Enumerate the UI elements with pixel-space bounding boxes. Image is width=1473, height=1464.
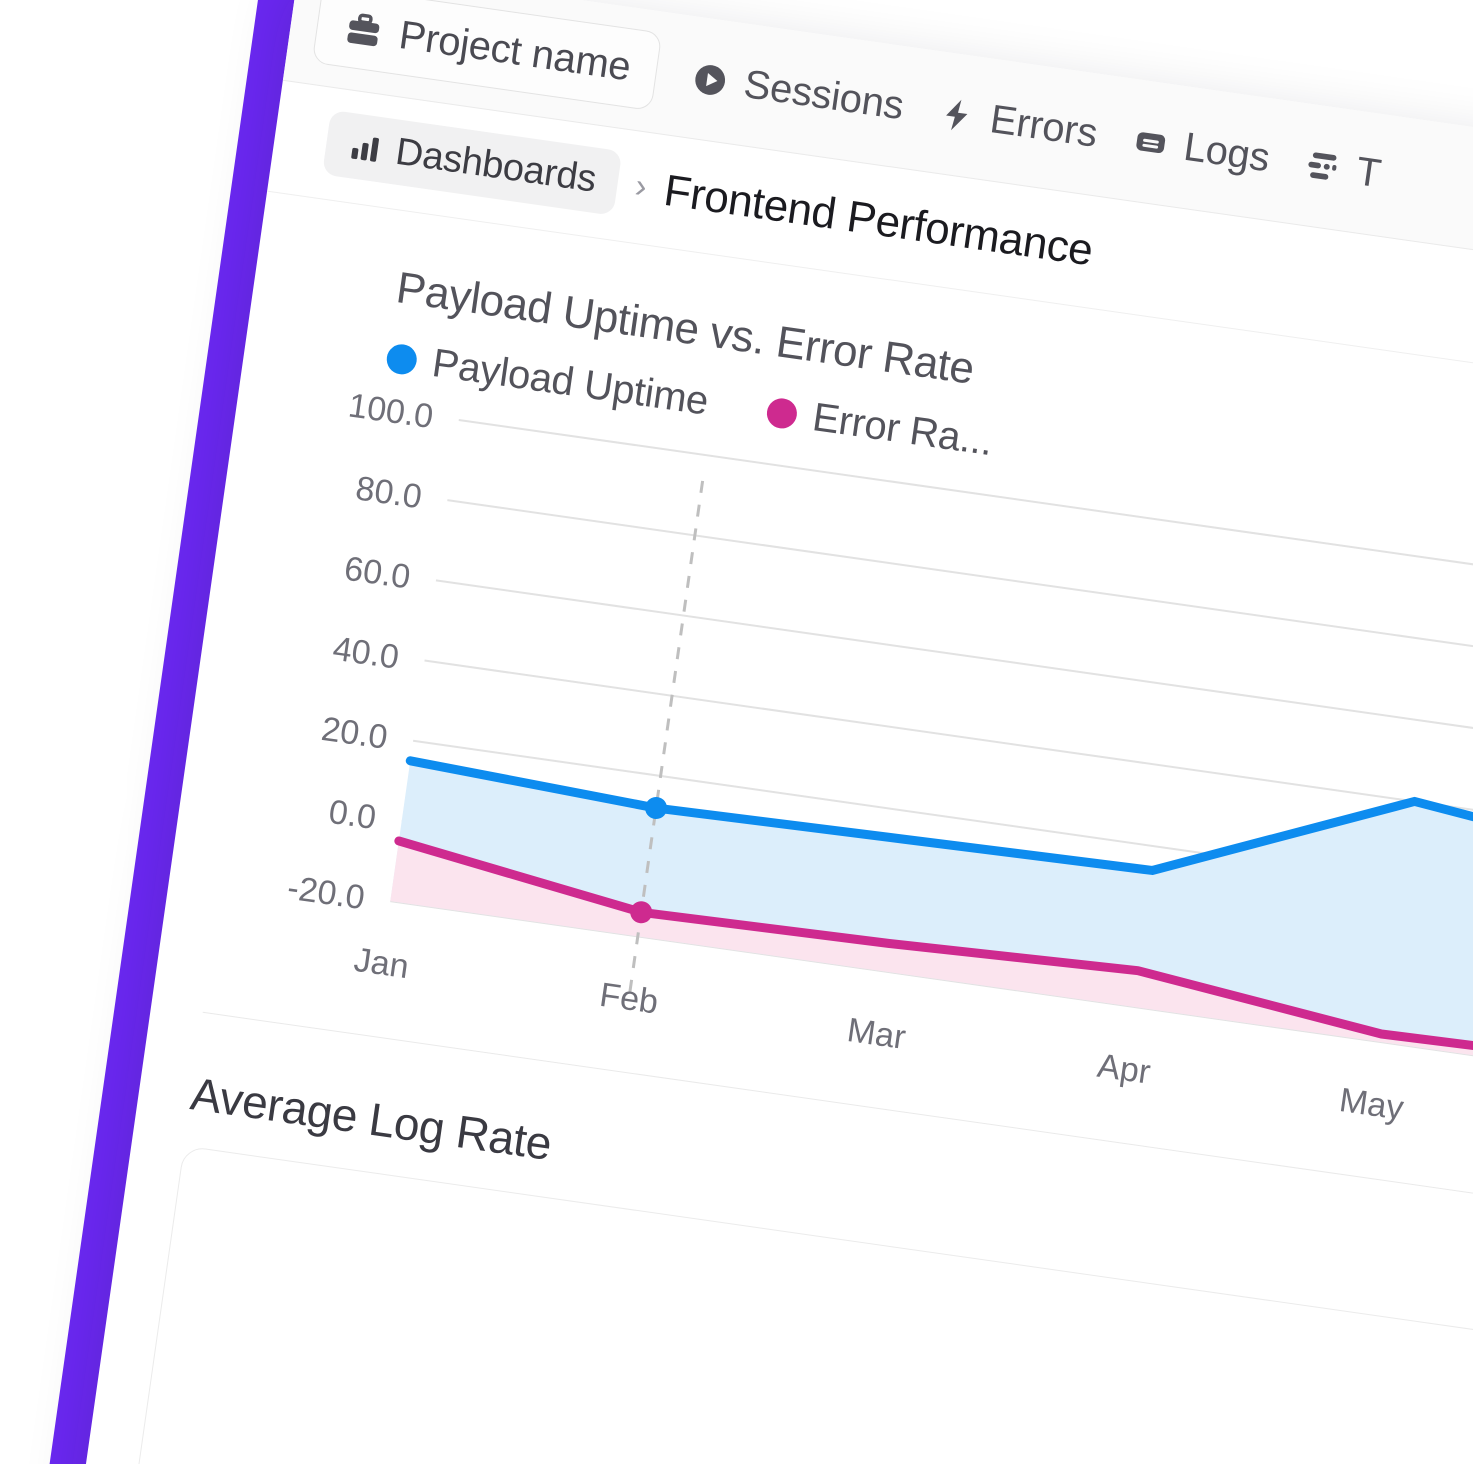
play-circle-icon bbox=[688, 57, 733, 102]
breadcrumb-separator: › bbox=[632, 166, 650, 206]
nav-item-errors[interactable]: Errors bbox=[934, 89, 1100, 156]
lightning-bolt-icon bbox=[934, 92, 979, 137]
top-navigation-bar: Project name Sessions bbox=[282, 0, 1473, 295]
nav-item-traces[interactable]: T bbox=[1300, 142, 1384, 198]
svg-text:40.0: 40.0 bbox=[330, 630, 401, 677]
svg-text:May: May bbox=[1337, 1081, 1406, 1128]
svg-text:60.0: 60.0 bbox=[342, 550, 413, 597]
briefcase-icon bbox=[341, 8, 386, 53]
bar-chart-icon bbox=[346, 128, 384, 166]
svg-text:80.0: 80.0 bbox=[353, 469, 424, 516]
legend-swatch-icon bbox=[384, 341, 419, 376]
logs-icon bbox=[1128, 120, 1173, 165]
project-selector[interactable]: Project name bbox=[311, 0, 663, 112]
app-window: Project name Sessions bbox=[63, 0, 1473, 1464]
breadcrumb-root-label: Dashboards bbox=[393, 130, 599, 201]
nav-item-label: T bbox=[1353, 149, 1384, 197]
nav-item-logs[interactable]: Logs bbox=[1128, 117, 1273, 181]
breadcrumb: Dashboards › Frontend Performance bbox=[267, 80, 1473, 406]
svg-text:Apr: Apr bbox=[1095, 1047, 1153, 1092]
nav-item-label: Errors bbox=[987, 97, 1101, 156]
nav-item-label: Logs bbox=[1181, 124, 1273, 181]
project-name-label: Project name bbox=[396, 12, 634, 90]
area-chart-svg[interactable]: 100.0 80.0 60.0 40.0 20.0 0.0 -20.0 Jan Feb Mar Ap… bbox=[205, 382, 1473, 1197]
svg-text:-20.0: -20.0 bbox=[285, 869, 367, 918]
svg-text:0.0: 0.0 bbox=[326, 793, 378, 837]
legend-swatch-icon bbox=[765, 395, 800, 430]
svg-text:100.0: 100.0 bbox=[346, 386, 436, 436]
tilted-window-group: Project name Sessions bbox=[27, 0, 1473, 1464]
nav-item-label: Sessions bbox=[741, 62, 907, 129]
nav-item-sessions[interactable]: Sessions bbox=[688, 54, 907, 129]
traces-icon bbox=[1300, 144, 1345, 189]
dashboard-content: Payload Uptime vs. Error Rate Payload Up… bbox=[81, 192, 1473, 1464]
svg-text:20.0: 20.0 bbox=[319, 710, 390, 757]
breadcrumb-item-dashboards[interactable]: Dashboards bbox=[322, 109, 623, 216]
svg-text:Mar: Mar bbox=[845, 1011, 908, 1057]
legend-label: Error Ra... bbox=[809, 395, 996, 465]
area-chart[interactable]: 100.0 80.0 60.0 40.0 20.0 0.0 -20.0 Jan Feb Mar Ap… bbox=[205, 382, 1473, 1199]
svg-text:Jan: Jan bbox=[352, 941, 412, 986]
svg-text:Feb: Feb bbox=[597, 976, 660, 1022]
